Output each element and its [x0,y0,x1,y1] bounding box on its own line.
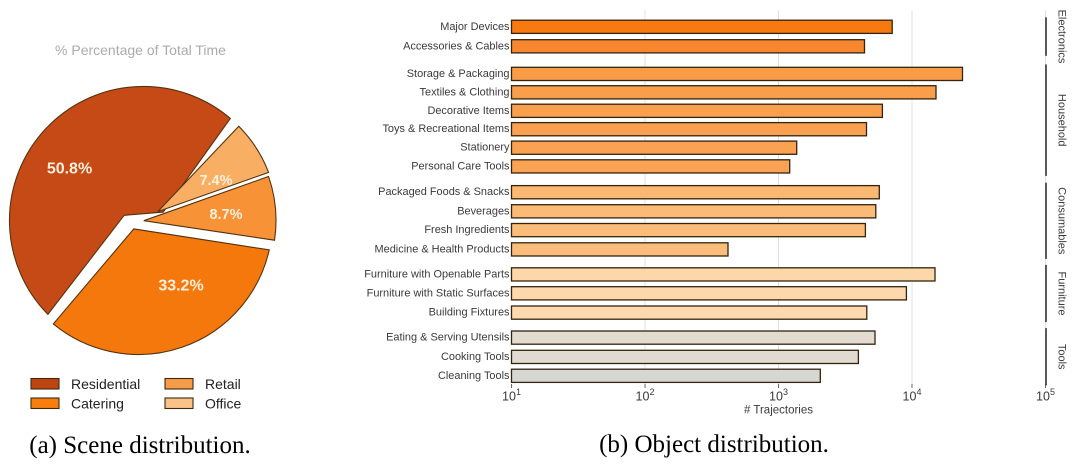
svg-text:Major Devices: Major Devices [440,21,510,33]
svg-text:Household: Household [1056,94,1068,147]
svg-text:Catering: Catering [71,396,124,412]
svg-text:7.4%: 7.4% [199,173,232,189]
svg-text:8.7%: 8.7% [209,207,242,223]
svg-text:Decorative Items: Decorative Items [427,105,510,117]
svg-text:Tools: Tools [1056,344,1068,370]
svg-text:Stationery: Stationery [460,142,510,154]
svg-text:Furniture with Openable Parts: Furniture with Openable Parts [364,268,510,280]
svg-text:Furniture: Furniture [1056,271,1068,315]
svg-text:50.8%: 50.8% [47,161,92,178]
svg-text:Fresh Ingredients: Fresh Ingredients [424,224,510,236]
svg-text:(a) Scene distribution.: (a) Scene distribution. [29,432,250,459]
svg-text:Medicine & Health Products: Medicine & Health Products [375,243,510,255]
svg-text:Office: Office [205,396,242,412]
svg-text:Storage & Packaging: Storage & Packaging [407,68,510,80]
svg-text:Residential: Residential [71,376,140,392]
svg-text:Cooking Tools: Cooking Tools [441,351,510,363]
svg-text:Electronics: Electronics [1056,10,1068,64]
svg-text:Packaged Foods & Snacks: Packaged Foods & Snacks [378,186,510,198]
svg-text:% Percentage of Total Time: % Percentage of Total Time [55,42,226,58]
svg-text:Cleaning Tools: Cleaning Tools [438,370,510,382]
svg-text:Consumables: Consumables [1056,187,1068,255]
svg-text:Accessories & Cables: Accessories & Cables [403,40,510,52]
svg-text:# Trajectories: # Trajectories [744,405,813,417]
svg-text:Eating & Serving Utensils: Eating & Serving Utensils [386,332,510,344]
svg-text:Toys & Recreational Items: Toys & Recreational Items [382,123,510,135]
svg-text:Retail: Retail [205,376,241,392]
svg-text:Personal Care Tools: Personal Care Tools [411,160,510,172]
svg-text:33.2%: 33.2% [158,278,203,295]
svg-text:(b) Object distribution.: (b) Object distribution. [599,431,829,458]
svg-text:Furniture with Static Surfaces: Furniture with Static Surfaces [367,287,510,299]
svg-text:Building Fixtures: Building Fixtures [429,307,510,319]
svg-text:Beverages: Beverages [457,205,510,217]
svg-text:Textiles & Clothing: Textiles & Clothing [420,86,510,98]
